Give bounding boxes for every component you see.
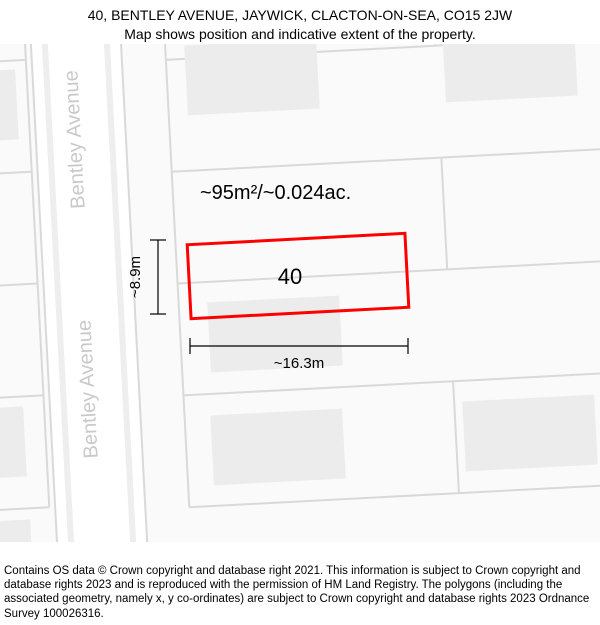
dimension-width-label: ~16.3m xyxy=(274,355,324,372)
area-label: ~95m²/~0.024ac. xyxy=(200,182,351,204)
header: 40, BENTLEY AVENUE, JAYWICK, CLACTON-ON-… xyxy=(0,0,600,44)
building xyxy=(442,44,577,102)
building xyxy=(184,44,319,115)
building xyxy=(210,409,345,486)
building xyxy=(462,395,597,472)
dimension-height-label: ~8.9m xyxy=(127,256,144,298)
building xyxy=(0,406,27,481)
building xyxy=(0,519,34,542)
property-number: 40 xyxy=(278,264,302,289)
header-subtitle: Map shows position and indicative extent… xyxy=(0,25,600,44)
map-viewport: Bentley AvenueBentley Avenue40~95m²/~0.0… xyxy=(0,44,600,542)
map-svg: Bentley AvenueBentley Avenue40~95m²/~0.0… xyxy=(0,44,600,542)
header-title: 40, BENTLEY AVENUE, JAYWICK, CLACTON-ON-… xyxy=(0,6,600,25)
footer-attribution: Contains OS data © Crown copyright and d… xyxy=(4,564,596,622)
